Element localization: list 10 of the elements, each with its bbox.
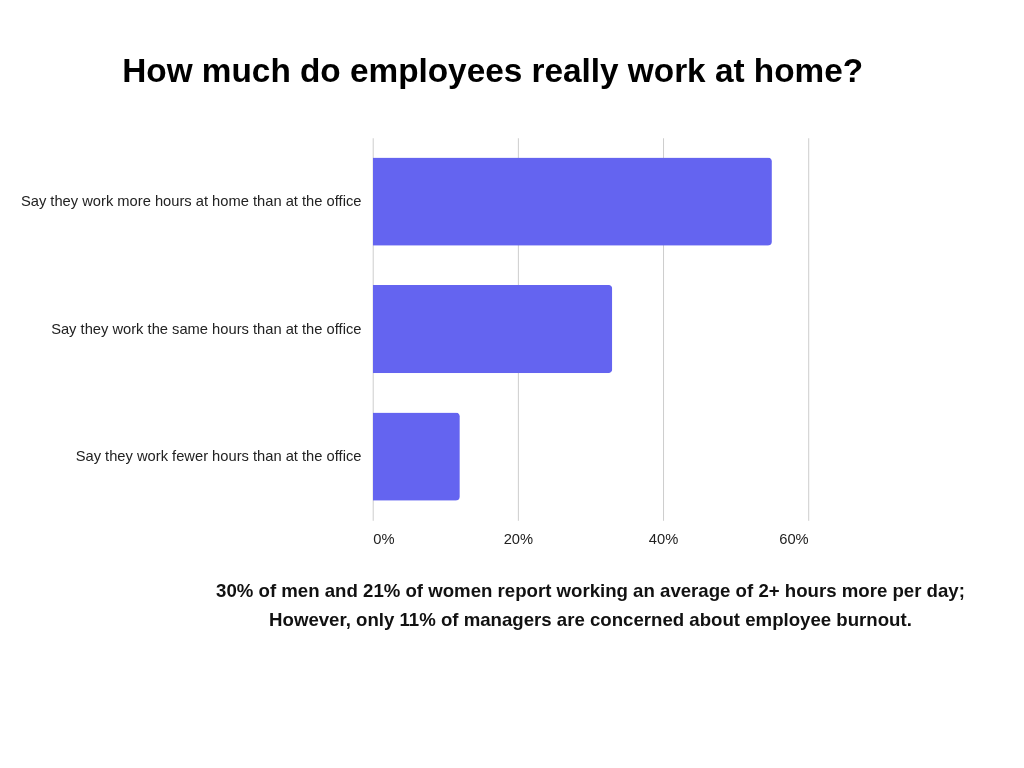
x-tick-label: 20% [503,531,534,548]
y-tick-label: Say they work the same hours than at the office [51,320,362,337]
text: However, only 11% of managers are concerned about employee burnout. [269,609,912,631]
x-tick-label: 40% [648,531,679,548]
y-tick-label: Say they work fewer hours than at the office [75,448,362,465]
chart-title: How much do employees really work at home? [122,51,864,89]
x-tick-label: 60% [779,531,809,548]
x-tick-label: 0% [373,531,395,548]
y-tick-label: Say they work more hours at home than at the office [20,193,362,210]
text: 30% of men and 21% of women report working an average of 2+ hours more per day; [216,579,965,601]
